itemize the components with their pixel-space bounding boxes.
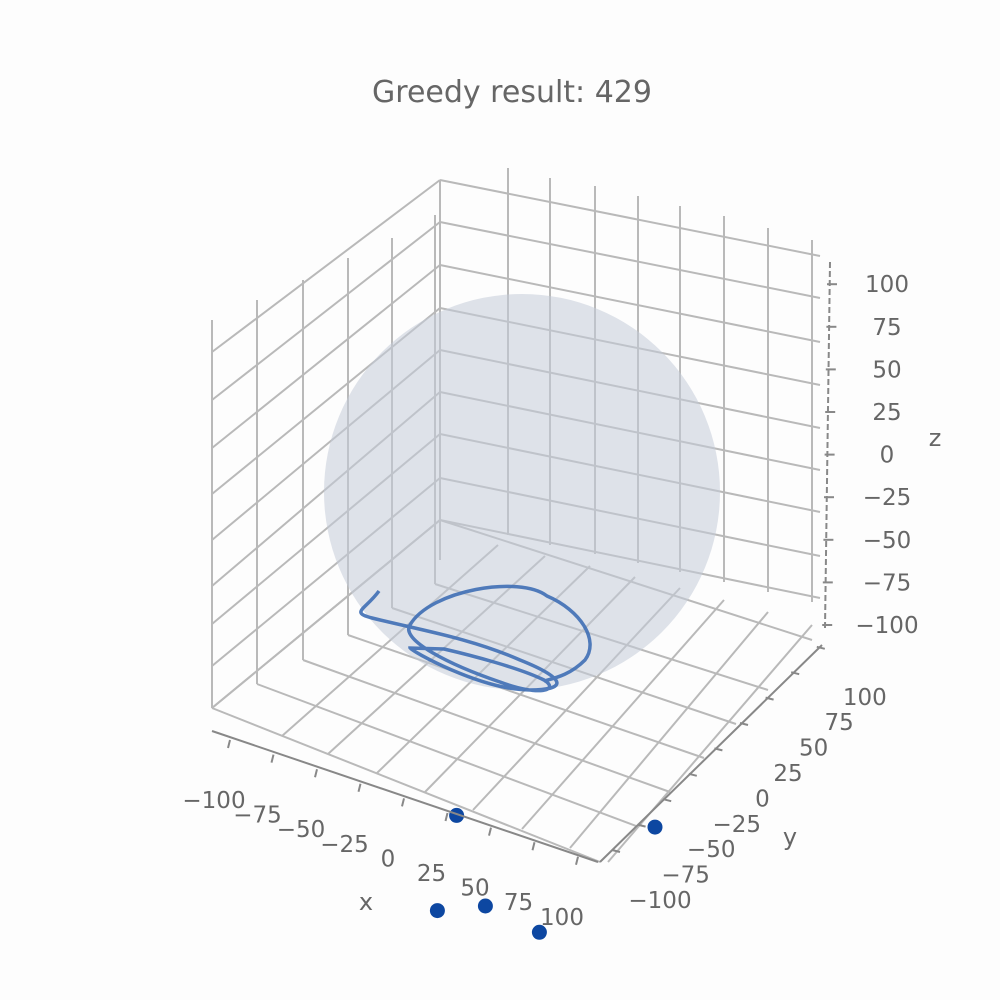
z-tick-label: −100 bbox=[855, 613, 918, 639]
y-tick-label: 100 bbox=[843, 685, 887, 711]
z-tick-label: 50 bbox=[872, 357, 901, 383]
y-tick-label: 0 bbox=[755, 786, 770, 812]
x-tick-label: 25 bbox=[417, 861, 446, 887]
z-tick-label: 100 bbox=[865, 272, 909, 298]
y-tick-label: −100 bbox=[628, 888, 691, 914]
y-tick-label: 25 bbox=[773, 761, 802, 787]
y-tick-label: 50 bbox=[799, 736, 828, 762]
greedy-route-path bbox=[359, 584, 592, 693]
x-tick-label: 100 bbox=[540, 905, 584, 931]
y-tick-label: −25 bbox=[713, 812, 762, 838]
x-tick-label: 75 bbox=[504, 890, 533, 916]
x-axis-label: x bbox=[359, 888, 373, 916]
x-axis: −100−75−50−25 0 25 50 75 100 x bbox=[182, 730, 599, 931]
x-tick-label: 50 bbox=[460, 876, 489, 902]
data-point-3 bbox=[429, 903, 445, 919]
data-point-5 bbox=[531, 924, 547, 940]
z-tick-label: 75 bbox=[872, 315, 901, 341]
data-point-4 bbox=[477, 898, 493, 914]
y-tick-label: −50 bbox=[687, 837, 736, 863]
z-tick-label: −50 bbox=[863, 528, 912, 554]
data-point-1 bbox=[449, 807, 465, 823]
z-axis: −100 −75 −50 −25 0 25 50 75 100 z bbox=[822, 261, 942, 639]
x-tick-label: −50 bbox=[277, 817, 326, 843]
sphere-surface bbox=[324, 294, 720, 690]
y-tick-label: −75 bbox=[661, 863, 710, 889]
x-tick-label: 0 bbox=[381, 846, 396, 872]
z-tick-label: 0 bbox=[880, 443, 895, 469]
chart-title: Greedy result: 429 bbox=[372, 75, 652, 110]
y-axis-label: y bbox=[783, 823, 797, 851]
data-points bbox=[429, 807, 663, 940]
x-tick-label: −25 bbox=[320, 832, 369, 858]
y-tick-label: 75 bbox=[825, 710, 854, 736]
data-point-2 bbox=[647, 819, 663, 835]
x-tick-label: −75 bbox=[233, 803, 282, 829]
z-tick-label: 25 bbox=[872, 400, 901, 426]
z-axis-label: z bbox=[929, 424, 942, 452]
z-tick-label: −25 bbox=[863, 485, 912, 511]
z-tick-label: −75 bbox=[863, 570, 912, 596]
x-tick-label: −100 bbox=[182, 788, 245, 814]
